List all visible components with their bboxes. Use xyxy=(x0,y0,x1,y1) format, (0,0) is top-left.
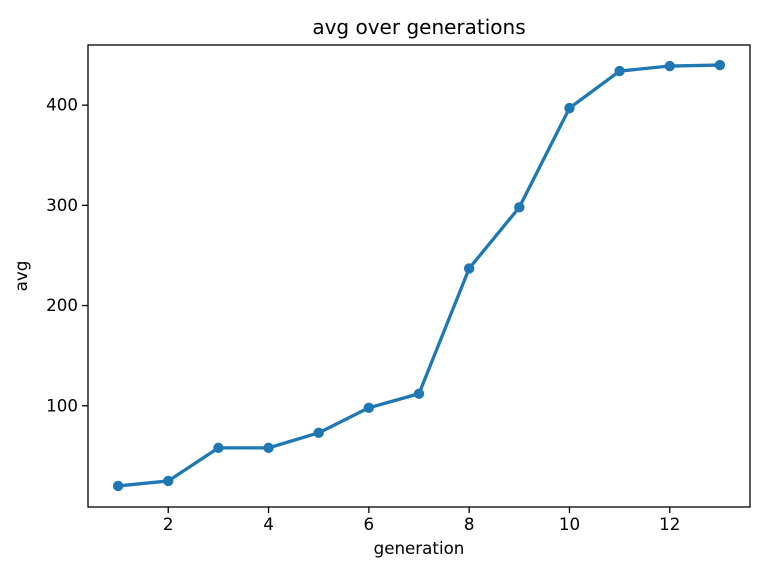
data-point xyxy=(664,60,675,72)
y-tick-label: 300 xyxy=(46,195,78,215)
data-point xyxy=(514,202,525,213)
x-tick-label: 8 xyxy=(464,514,475,534)
series-group xyxy=(112,59,726,492)
data-point xyxy=(564,102,575,114)
y-axis-label: avg xyxy=(11,261,31,292)
data-point xyxy=(363,402,375,413)
x-tick-label: 12 xyxy=(659,514,680,534)
x-axis-label: generation xyxy=(374,538,465,558)
x-tick-label: 6 xyxy=(364,514,375,534)
y-tick-label: 100 xyxy=(46,395,78,415)
data-point xyxy=(263,442,274,454)
series-line xyxy=(116,63,722,488)
data-point xyxy=(463,263,475,274)
x-tick-label: 4 xyxy=(263,514,274,534)
y-tick-label: 200 xyxy=(46,295,78,315)
x-tick-label: 10 xyxy=(559,514,580,534)
data-point xyxy=(714,59,726,71)
data-point xyxy=(112,480,124,492)
data-point xyxy=(163,475,174,487)
data-point xyxy=(213,442,224,454)
x-tick-label: 2 xyxy=(163,514,174,534)
y-tick-label: 400 xyxy=(46,95,78,115)
data-point xyxy=(313,427,324,439)
data-point xyxy=(413,388,425,399)
data-point xyxy=(614,65,625,77)
axis-ticks: 2 4 6 8 10 12 100 200 300 400 xyxy=(46,95,680,534)
axes-frame xyxy=(87,44,751,508)
chart-title: avg over generations xyxy=(312,15,525,39)
